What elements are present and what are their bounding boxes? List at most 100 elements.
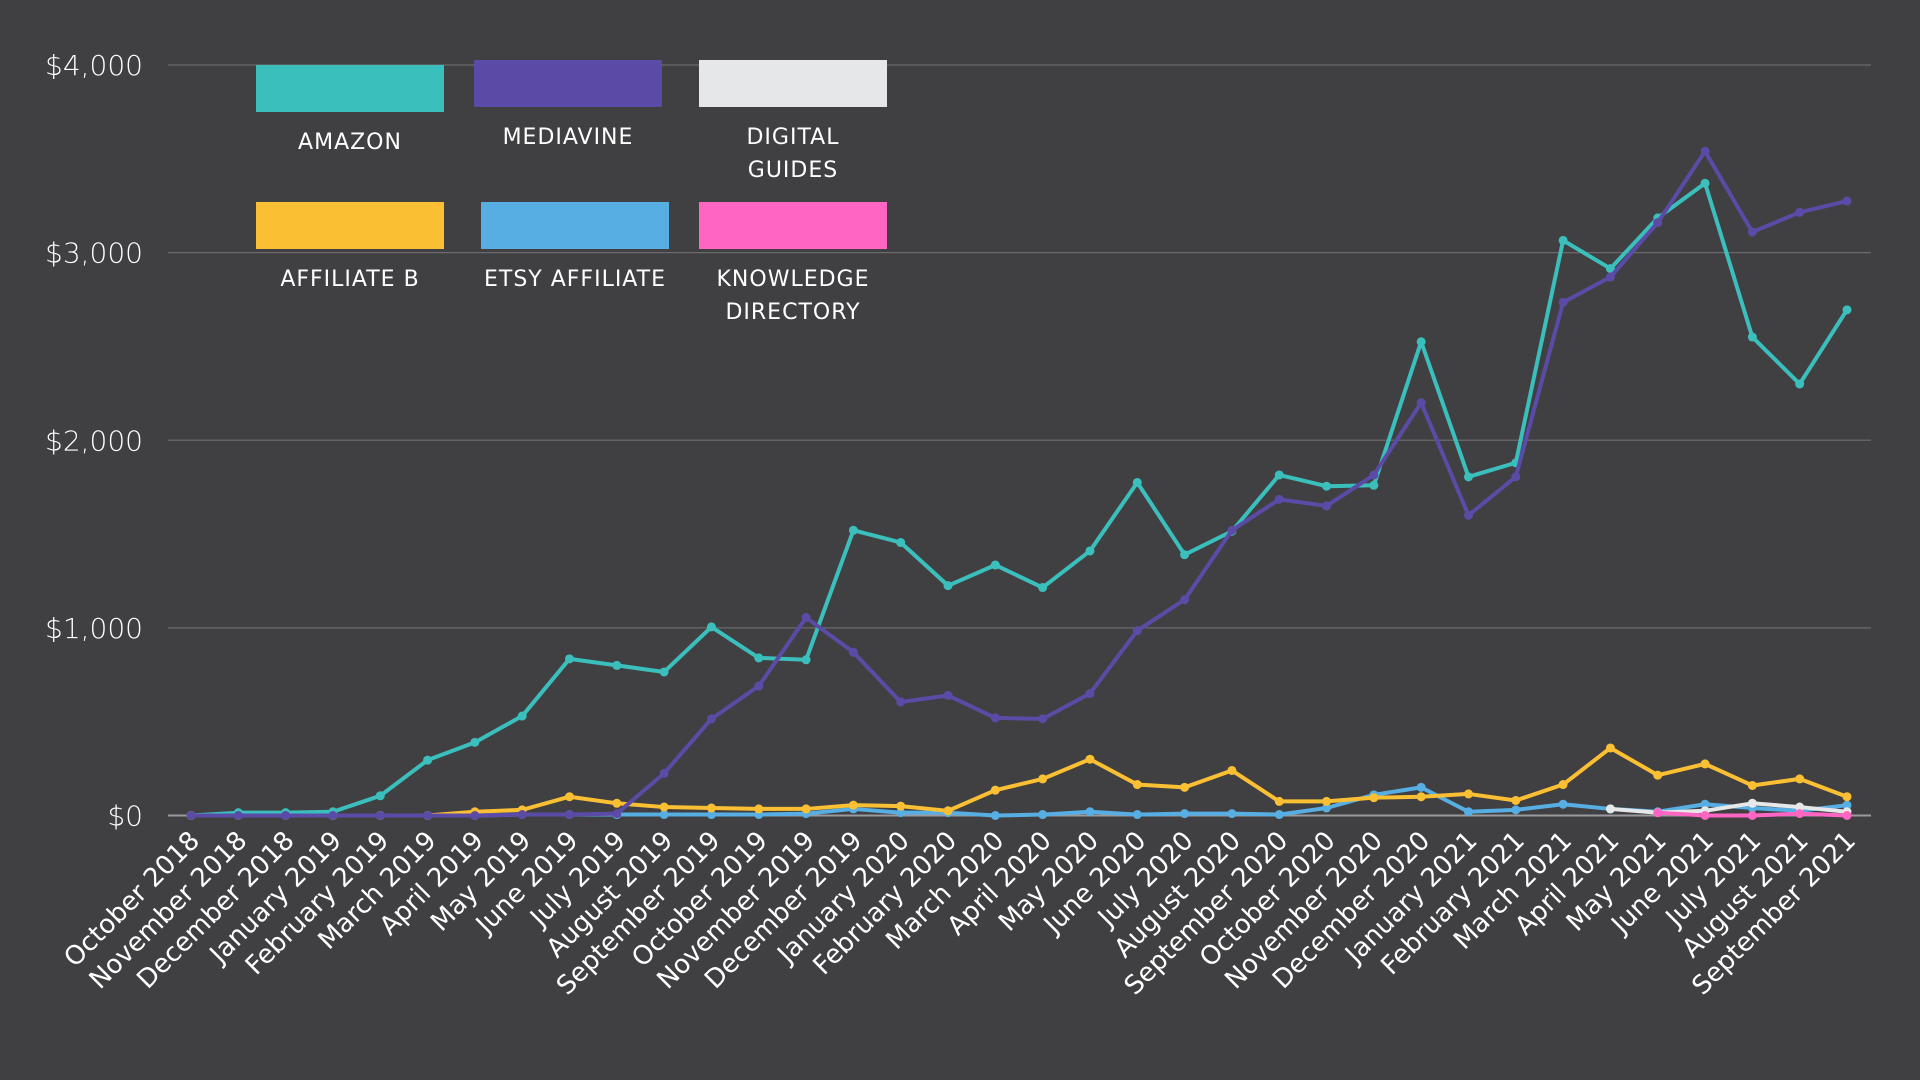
data-point-amazon <box>1132 477 1142 487</box>
data-point-affiliate-b <box>1653 770 1663 780</box>
data-point-amazon <box>1605 264 1615 274</box>
data-point-affiliate-b <box>1132 780 1142 790</box>
series-line-etsy-affiliate <box>190 785 1848 818</box>
data-point-amazon <box>1416 337 1426 347</box>
data-point-affiliate-b <box>990 785 1000 795</box>
y-tick-label: $2,000 <box>45 424 143 457</box>
data-point-mediavine <box>1605 272 1615 282</box>
data-point-mediavine <box>1180 595 1190 605</box>
data-point-mediavine <box>1747 227 1757 237</box>
data-point-mediavine <box>1227 525 1237 535</box>
data-point-mediavine <box>1274 494 1284 504</box>
data-point-mediavine <box>848 647 858 657</box>
data-point-amazon <box>1700 178 1710 188</box>
data-point-amazon <box>1795 379 1805 389</box>
data-point-etsy-affiliate <box>1842 800 1852 810</box>
data-point-amazon <box>706 622 716 632</box>
data-point-etsy-affiliate <box>1511 805 1521 815</box>
data-point-mediavine <box>612 809 622 819</box>
legend-label: MEDIAVINE <box>502 125 634 150</box>
data-point-etsy-affiliate <box>1038 810 1048 820</box>
data-point-etsy-affiliate <box>706 810 716 820</box>
data-point-knowledge-directory <box>1747 811 1757 820</box>
legend-label: KNOWLEDGE DIRECTORY <box>716 267 870 325</box>
data-point-affiliate-b <box>565 792 575 802</box>
data-point-affiliate-b <box>1605 743 1615 753</box>
data-point-mediavine <box>1132 626 1142 636</box>
data-point-etsy-affiliate <box>1227 809 1237 819</box>
data-point-etsy-affiliate <box>1132 810 1142 820</box>
data-point-amazon <box>1180 550 1190 560</box>
data-point-amazon <box>423 755 433 765</box>
data-point-mediavine <box>565 810 575 820</box>
data-point-amazon <box>801 655 811 665</box>
data-point-mediavine <box>990 713 1000 723</box>
data-point-etsy-affiliate <box>1463 807 1473 817</box>
data-point-affiliate-b <box>1369 793 1379 803</box>
data-point-etsy-affiliate <box>1085 807 1095 817</box>
data-point-mediavine <box>233 811 243 820</box>
data-point-affiliate-b <box>1842 792 1852 802</box>
data-point-amazon <box>943 581 953 591</box>
data-point-amazon <box>1322 481 1332 491</box>
data-point-knowledge-directory <box>1653 808 1663 818</box>
data-point-affiliate-b <box>1463 789 1473 799</box>
data-point-mediavine <box>706 714 716 724</box>
data-point-amazon <box>375 791 385 801</box>
data-point-mediavine <box>659 768 669 778</box>
data-point-etsy-affiliate <box>1322 803 1332 813</box>
data-point-mediavine <box>1463 510 1473 520</box>
data-point-affiliate-b <box>1747 780 1757 790</box>
y-tick-label: $4,000 <box>45 49 143 82</box>
data-point-amazon <box>1842 305 1852 315</box>
data-point-affiliate-b <box>943 806 953 816</box>
y-tick-label: $3,000 <box>45 237 143 270</box>
data-point-mediavine <box>186 811 196 820</box>
data-point-etsy-affiliate <box>659 810 669 820</box>
data-point-mediavine <box>375 811 385 820</box>
series-knowledge-directory <box>1653 808 1852 820</box>
data-point-affiliate-b <box>1511 795 1521 805</box>
data-point-amazon <box>1463 472 1473 482</box>
data-point-affiliate-b <box>612 798 622 808</box>
data-point-affiliate-b <box>1558 780 1568 790</box>
data-point-amazon <box>517 711 527 721</box>
legend-item-mediavine: MEDIAVINE <box>474 60 662 154</box>
legend-swatch <box>474 60 662 107</box>
data-point-amazon <box>659 667 669 677</box>
data-point-etsy-affiliate <box>990 811 1000 820</box>
gridlines <box>168 64 1871 817</box>
y-axis-ticks: $0 $1,000 $2,000 $3,000 $4,000 <box>45 49 143 833</box>
data-point-mediavine <box>1511 472 1521 482</box>
data-point-amazon <box>470 737 480 747</box>
legend-swatch <box>699 60 887 107</box>
data-point-amazon <box>1747 332 1757 342</box>
data-point-mediavine <box>1369 470 1379 480</box>
y-tick-label: $1,000 <box>45 612 143 645</box>
data-point-affiliate-b <box>801 804 811 814</box>
data-point-amazon <box>1085 546 1095 556</box>
legend-label: ETSY AFFILIATE <box>483 267 666 292</box>
data-point-etsy-affiliate <box>896 808 906 818</box>
data-point-digital-guides <box>1747 798 1757 808</box>
legend-swatch <box>256 65 444 112</box>
legend-item-knowledge-directory: KNOWLEDGE DIRECTORY <box>699 202 887 329</box>
data-point-mediavine <box>896 697 906 707</box>
data-point-affiliate-b <box>706 803 716 813</box>
data-point-mediavine <box>470 811 480 820</box>
legend-swatch <box>481 202 669 249</box>
data-point-affiliate-b <box>848 800 858 810</box>
data-point-etsy-affiliate <box>1700 799 1710 809</box>
data-point-amazon <box>1558 235 1568 245</box>
data-point-amazon <box>565 654 575 664</box>
data-point-affiliate-b <box>659 802 669 812</box>
data-point-mediavine <box>328 811 338 820</box>
data-point-mediavine <box>1322 501 1332 511</box>
data-point-affiliate-b <box>1038 774 1048 784</box>
data-point-mediavine <box>1700 146 1710 156</box>
data-point-amazon <box>896 538 906 548</box>
data-point-affiliate-b <box>1322 796 1332 806</box>
data-point-mediavine <box>423 811 433 820</box>
